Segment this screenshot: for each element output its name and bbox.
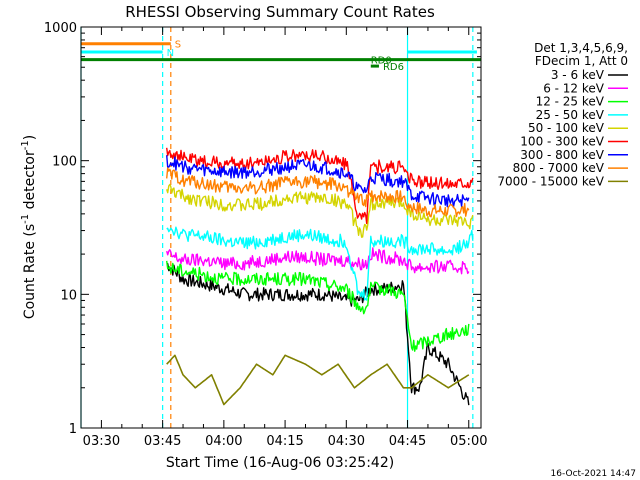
legend-label-3: 25 - 50 keV (536, 108, 605, 122)
legend-label-2: 12 - 25 keV (536, 95, 605, 109)
y-label-end: ) (22, 135, 38, 140)
y-label-sup1: -1 (20, 214, 31, 224)
state-bar-label-1: N (167, 48, 174, 59)
series-line-3 (166, 226, 474, 301)
legend-label-0: 3 - 6 keV (551, 68, 605, 82)
legend: Det 1,3,4,5,6,9, FDecim 1, Att 0 3 - 6 k… (497, 41, 628, 188)
series-line-5 (166, 147, 474, 225)
legend-label-4: 50 - 100 keV (528, 121, 605, 135)
series-line-7 (166, 167, 470, 218)
x-tick-label-4: 04:30 (328, 434, 365, 449)
y-tick-label-0: 1 (69, 422, 77, 437)
series-line-0 (166, 263, 470, 406)
y-label-mid: detector (22, 150, 38, 214)
state-bar-label-0: S (175, 40, 181, 51)
y-label-main: Count Rate (s (22, 224, 38, 319)
x-axis-ticks: 03:30 03:45 04:00 04:15 04:30 04:45 05:00 (80, 27, 487, 449)
y-label-sup2: -1 (20, 140, 31, 150)
y-axis-label: Count Rate (s-1 detector-1) (20, 135, 38, 319)
plot-frame (80, 26, 482, 429)
series-group (166, 147, 474, 406)
y-tick-label-3: 1000 (44, 21, 77, 36)
legend-header-2: FDecim 1, Att 0 (535, 54, 628, 68)
series-line-8 (166, 354, 470, 406)
series-line-2 (166, 260, 470, 352)
legend-label-6: 300 - 800 keV (520, 148, 604, 162)
x-tick-label-3: 04:15 (266, 434, 303, 449)
timestamp: 16-Oct-2021 14:47 (551, 469, 636, 479)
y-tick-label-2: 100 (52, 155, 77, 170)
legend-label-5: 100 - 300 keV (520, 135, 604, 149)
x-axis-label: Start Time (16-Aug-06 03:25:42) (166, 455, 394, 471)
x-tick-label-6: 05:00 (450, 434, 487, 449)
x-tick-label-2: 04:00 (205, 434, 242, 449)
series-line-1 (166, 247, 470, 275)
series-line-6 (166, 155, 470, 208)
chart-title: RHESSI Observing Summary Count Rates (125, 3, 435, 21)
legend-label-1: 6 - 12 keV (543, 81, 605, 95)
x-tick-label-1: 03:45 (144, 434, 181, 449)
y-tick-label-1: 10 (60, 288, 77, 303)
x-tick-label-0: 03:30 (83, 434, 120, 449)
legend-label-7: 800 - 7000 keV (513, 161, 605, 175)
state-bar-label-5: RD0 (371, 56, 392, 67)
legend-label-8: 7000 - 15000 keV (497, 174, 604, 188)
series-line-4 (166, 183, 474, 238)
legend-header-1: Det 1,3,4,5,6,9, (534, 41, 628, 55)
state-bar-label-4: RD6 (383, 62, 404, 73)
x-tick-label-5: 04:45 (389, 434, 426, 449)
y-axis-ticks: 1 10 100 1000 (44, 21, 481, 437)
